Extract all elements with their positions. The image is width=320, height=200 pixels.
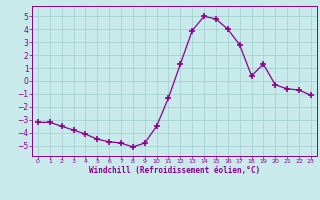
X-axis label: Windchill (Refroidissement éolien,°C): Windchill (Refroidissement éolien,°C) — [89, 166, 260, 175]
